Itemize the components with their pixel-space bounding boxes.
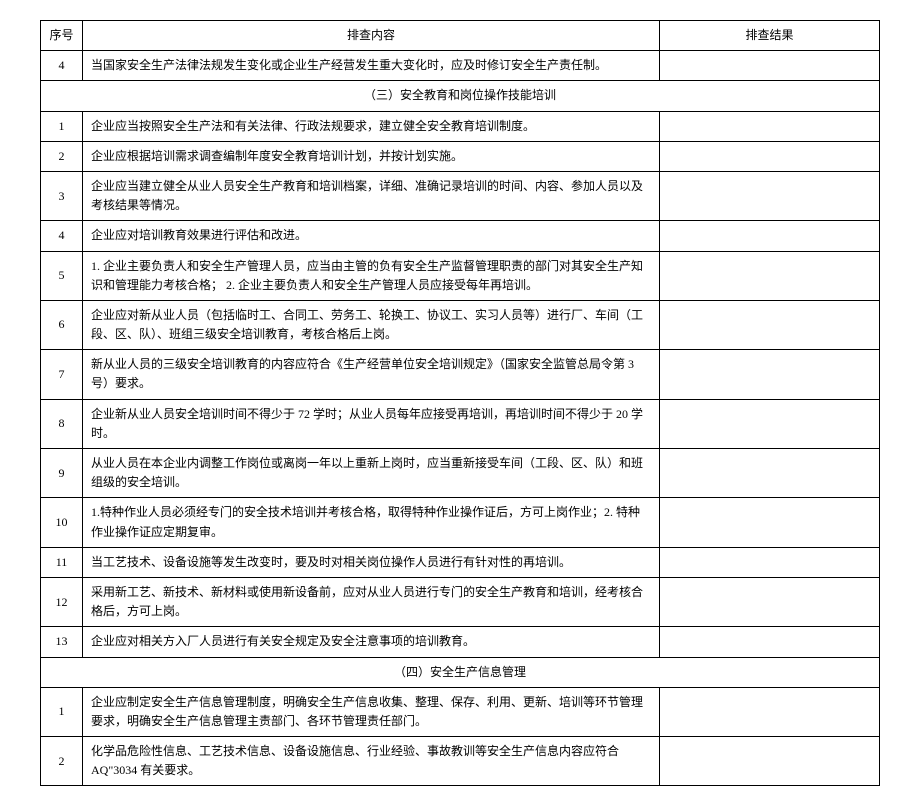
table-row: 13 企业应对相关方入厂人员进行有关安全规定及安全注意事项的培训教育。 <box>41 627 880 657</box>
row-num: 13 <box>41 627 83 657</box>
row-result <box>660 300 880 349</box>
table-row: 1 企业应当按照安全生产法和有关法律、行政法规要求，建立健全安全教育培训制度。 <box>41 111 880 141</box>
row-num: 11 <box>41 547 83 577</box>
row-content: 1. 企业主要负责人和安全生产管理人员，应当由主管的负有安全生产监督管理职责的部… <box>83 251 660 300</box>
row-num: 10 <box>41 498 83 547</box>
table-row: 1 企业应制定安全生产信息管理制度，明确安全生产信息收集、整理、保存、利用、更新… <box>41 687 880 736</box>
row-content: 采用新工艺、新技术、新材料或使用新设备前，应对从业人员进行专门的安全生产教育和培… <box>83 577 660 626</box>
inspection-table: 序号 排查内容 排查结果 4 当国家安全生产法律法规发生变化或企业生产经营发生重… <box>40 20 880 786</box>
row-result <box>660 251 880 300</box>
row-result <box>660 221 880 251</box>
row-num: 8 <box>41 399 83 448</box>
row-content: 企业应对新从业人员（包括临时工、合同工、劳务工、轮换工、协议工、实习人员等）进行… <box>83 300 660 349</box>
table-row: 8 企业新从业人员安全培训时间不得少于 72 学时；从业人员每年应接受再培训，再… <box>41 399 880 448</box>
header-result: 排查结果 <box>660 21 880 51</box>
header-num: 序号 <box>41 21 83 51</box>
table-row: 9 从业人员在本企业内调整工作岗位或离岗一年以上重新上岗时，应当重新接受车间（工… <box>41 449 880 498</box>
row-num: 5 <box>41 251 83 300</box>
row-content: 企业应对培训教育效果进行评估和改进。 <box>83 221 660 251</box>
row-content: 企业应根据培训需求调查编制年度安全教育培训计划，并按计划实施。 <box>83 141 660 171</box>
table-row: 5 1. 企业主要负责人和安全生产管理人员，应当由主管的负有安全生产监督管理职责… <box>41 251 880 300</box>
row-content: 当国家安全生产法律法规发生变化或企业生产经营发生重大变化时，应及时修订安全生产责… <box>83 51 660 81</box>
row-content: 化学品危险性信息、工艺技术信息、设备设施信息、行业经验、事故教训等安全生产信息内… <box>83 737 660 786</box>
table-row: 4 当国家安全生产法律法规发生变化或企业生产经营发生重大变化时，应及时修订安全生… <box>41 51 880 81</box>
row-content: 企业应当建立健全从业人员安全生产教育和培训档案，详细、准确记录培训的时间、内容、… <box>83 171 660 220</box>
table-row: 7 新从业人员的三级安全培训教育的内容应符合《生产经营单位安全培训规定》（国家安… <box>41 350 880 399</box>
row-result <box>660 627 880 657</box>
row-num: 1 <box>41 687 83 736</box>
section-title: （四）安全生产信息管理 <box>41 657 880 687</box>
table-row: 4 企业应对培训教育效果进行评估和改进。 <box>41 221 880 251</box>
row-num: 6 <box>41 300 83 349</box>
row-content: 企业新从业人员安全培训时间不得少于 72 学时；从业人员每年应接受再培训，再培训… <box>83 399 660 448</box>
row-content: 企业应对相关方入厂人员进行有关安全规定及安全注意事项的培训教育。 <box>83 627 660 657</box>
table-row: 11 当工艺技术、设备设施等发生改变时，要及时对相关岗位操作人员进行有针对性的再… <box>41 547 880 577</box>
section-header-row: （四）安全生产信息管理 <box>41 657 880 687</box>
row-num: 3 <box>41 171 83 220</box>
table-row: 2 企业应根据培训需求调查编制年度安全教育培训计划，并按计划实施。 <box>41 141 880 171</box>
row-content: 1.特种作业人员必须经专门的安全技术培训并考核合格，取得特种作业操作证后，方可上… <box>83 498 660 547</box>
row-content: 企业应当按照安全生产法和有关法律、行政法规要求，建立健全安全教育培训制度。 <box>83 111 660 141</box>
row-result <box>660 687 880 736</box>
table-header-row: 序号 排查内容 排查结果 <box>41 21 880 51</box>
row-result <box>660 449 880 498</box>
section-header-row: （三）安全教育和岗位操作技能培训 <box>41 81 880 111</box>
table-row: 12 采用新工艺、新技术、新材料或使用新设备前，应对从业人员进行专门的安全生产教… <box>41 577 880 626</box>
row-num: 7 <box>41 350 83 399</box>
row-result <box>660 51 880 81</box>
table-row: 10 1.特种作业人员必须经专门的安全技术培训并考核合格，取得特种作业操作证后，… <box>41 498 880 547</box>
table-row: 3 企业应当建立健全从业人员安全生产教育和培训档案，详细、准确记录培训的时间、内… <box>41 171 880 220</box>
row-num: 4 <box>41 51 83 81</box>
row-content: 企业应制定安全生产信息管理制度，明确安全生产信息收集、整理、保存、利用、更新、培… <box>83 687 660 736</box>
row-result <box>660 577 880 626</box>
header-content: 排查内容 <box>83 21 660 51</box>
row-num: 4 <box>41 221 83 251</box>
row-result <box>660 350 880 399</box>
row-result <box>660 111 880 141</box>
table-row: 6 企业应对新从业人员（包括临时工、合同工、劳务工、轮换工、协议工、实习人员等）… <box>41 300 880 349</box>
row-content: 当工艺技术、设备设施等发生改变时，要及时对相关岗位操作人员进行有针对性的再培训。 <box>83 547 660 577</box>
row-content: 新从业人员的三级安全培训教育的内容应符合《生产经营单位安全培训规定》（国家安全监… <box>83 350 660 399</box>
row-result <box>660 498 880 547</box>
row-num: 2 <box>41 737 83 786</box>
row-num: 2 <box>41 141 83 171</box>
row-num: 1 <box>41 111 83 141</box>
row-result <box>660 171 880 220</box>
row-num: 9 <box>41 449 83 498</box>
table-row: 2 化学品危险性信息、工艺技术信息、设备设施信息、行业经验、事故教训等安全生产信… <box>41 737 880 786</box>
row-result <box>660 737 880 786</box>
row-content: 从业人员在本企业内调整工作岗位或离岗一年以上重新上岗时，应当重新接受车间（工段、… <box>83 449 660 498</box>
row-result <box>660 399 880 448</box>
row-num: 12 <box>41 577 83 626</box>
section-title: （三）安全教育和岗位操作技能培训 <box>41 81 880 111</box>
row-result <box>660 547 880 577</box>
row-result <box>660 141 880 171</box>
